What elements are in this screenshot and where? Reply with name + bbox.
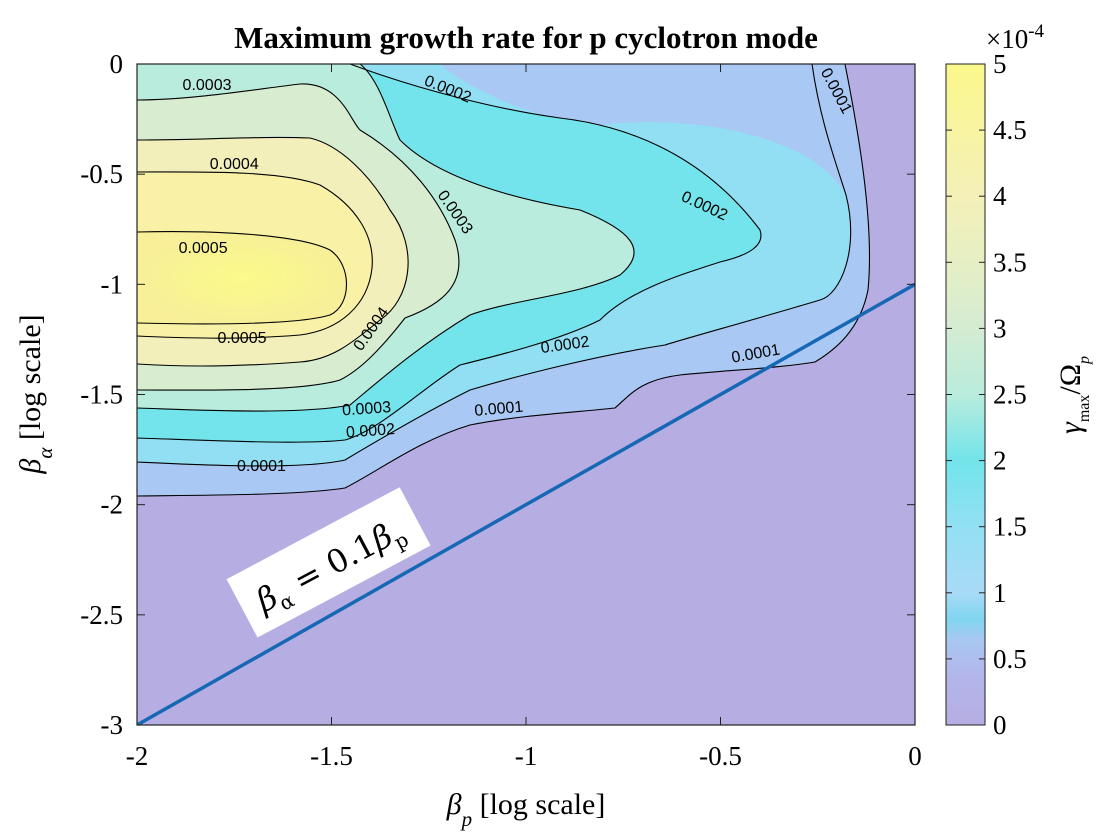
y-tick-label: -1 <box>101 269 124 299</box>
x-axis-label: βp [log scale] <box>446 788 606 831</box>
colorbar-multiplier: ×10-4 <box>986 21 1045 54</box>
colorbar-tick-label: 5 <box>993 49 1007 79</box>
y-tick-label: -2 <box>101 490 124 520</box>
contour-line-0.0004 <box>137 136 409 367</box>
contour-line-0.0005 <box>137 171 373 339</box>
ratio-line <box>137 282 915 725</box>
contour-label: 0.0004 <box>210 156 259 173</box>
y-tick-label: 0 <box>110 49 124 79</box>
contour-label: 0.0002 <box>346 421 396 441</box>
contour-line-0.0003 <box>137 64 635 412</box>
contour-label: 0.0003 <box>183 77 232 94</box>
contour-line-0.0001-b <box>137 64 852 467</box>
colorbar-tick-label: 1 <box>993 578 1007 608</box>
contour-label: 0.0005 <box>218 330 267 347</box>
colorbar-tick-label: 0 <box>993 710 1007 740</box>
colorbar-tick-label: 1.5 <box>993 512 1027 542</box>
x-tick-label: -2 <box>126 741 149 771</box>
contour-label: 0.0002 <box>540 333 591 357</box>
contour-line-0.0003-b <box>137 83 460 391</box>
contour-label: 0.0001 <box>237 458 286 475</box>
colorbar-tick-label: 2 <box>993 446 1007 476</box>
contour-line-0.0002 <box>137 64 762 443</box>
x-tick-label: -1.5 <box>310 741 353 771</box>
contour-label: 0.0001 <box>474 399 524 420</box>
contour-line-0.0005-inner <box>137 231 348 325</box>
y-tick-label: -3 <box>101 710 124 740</box>
colorbar-tick-label: 4.5 <box>993 115 1027 145</box>
colorbar <box>945 63 986 726</box>
y-axis-label: βα [log scale] <box>14 314 57 474</box>
contour-label: 0.0005 <box>179 240 228 257</box>
colorbar-tick-label: 3.5 <box>993 247 1027 277</box>
colorbar-tick-label: 4 <box>993 181 1007 211</box>
annotation-box <box>226 487 431 638</box>
x-ticks: -2 -1.5 -1 -0.5 0 <box>126 64 922 771</box>
band-fill-max <box>137 231 347 324</box>
colorbar-tick-label: 3 <box>993 313 1007 343</box>
y-tick-label: -1.5 <box>80 380 123 410</box>
x-tick-label: -0.5 <box>699 741 742 771</box>
contour-label: 0.0003 <box>342 399 392 419</box>
colorbar-tick-label: 2.5 <box>993 380 1027 410</box>
colorbar-ticks: 0 0.5 1 1.5 2 2.5 3 3.5 4 4.5 5 <box>946 49 1027 740</box>
colorbar-tick-label: 0.5 <box>993 644 1027 674</box>
y-tick-label: -2.5 <box>80 600 123 630</box>
chart-title: Maximum growth rate for p cyclotron mode <box>234 20 818 55</box>
x-tick-label: 0 <box>908 741 922 771</box>
colorbar-label: γmax/Ωp <box>1054 356 1093 434</box>
y-tick-label: -0.5 <box>80 159 123 189</box>
x-tick-label: -1 <box>515 741 538 771</box>
y-ticks: 0 -0.5 -1 -1.5 -2 -2.5 -3 <box>80 49 915 740</box>
contour-line-0.0001 <box>137 64 871 497</box>
